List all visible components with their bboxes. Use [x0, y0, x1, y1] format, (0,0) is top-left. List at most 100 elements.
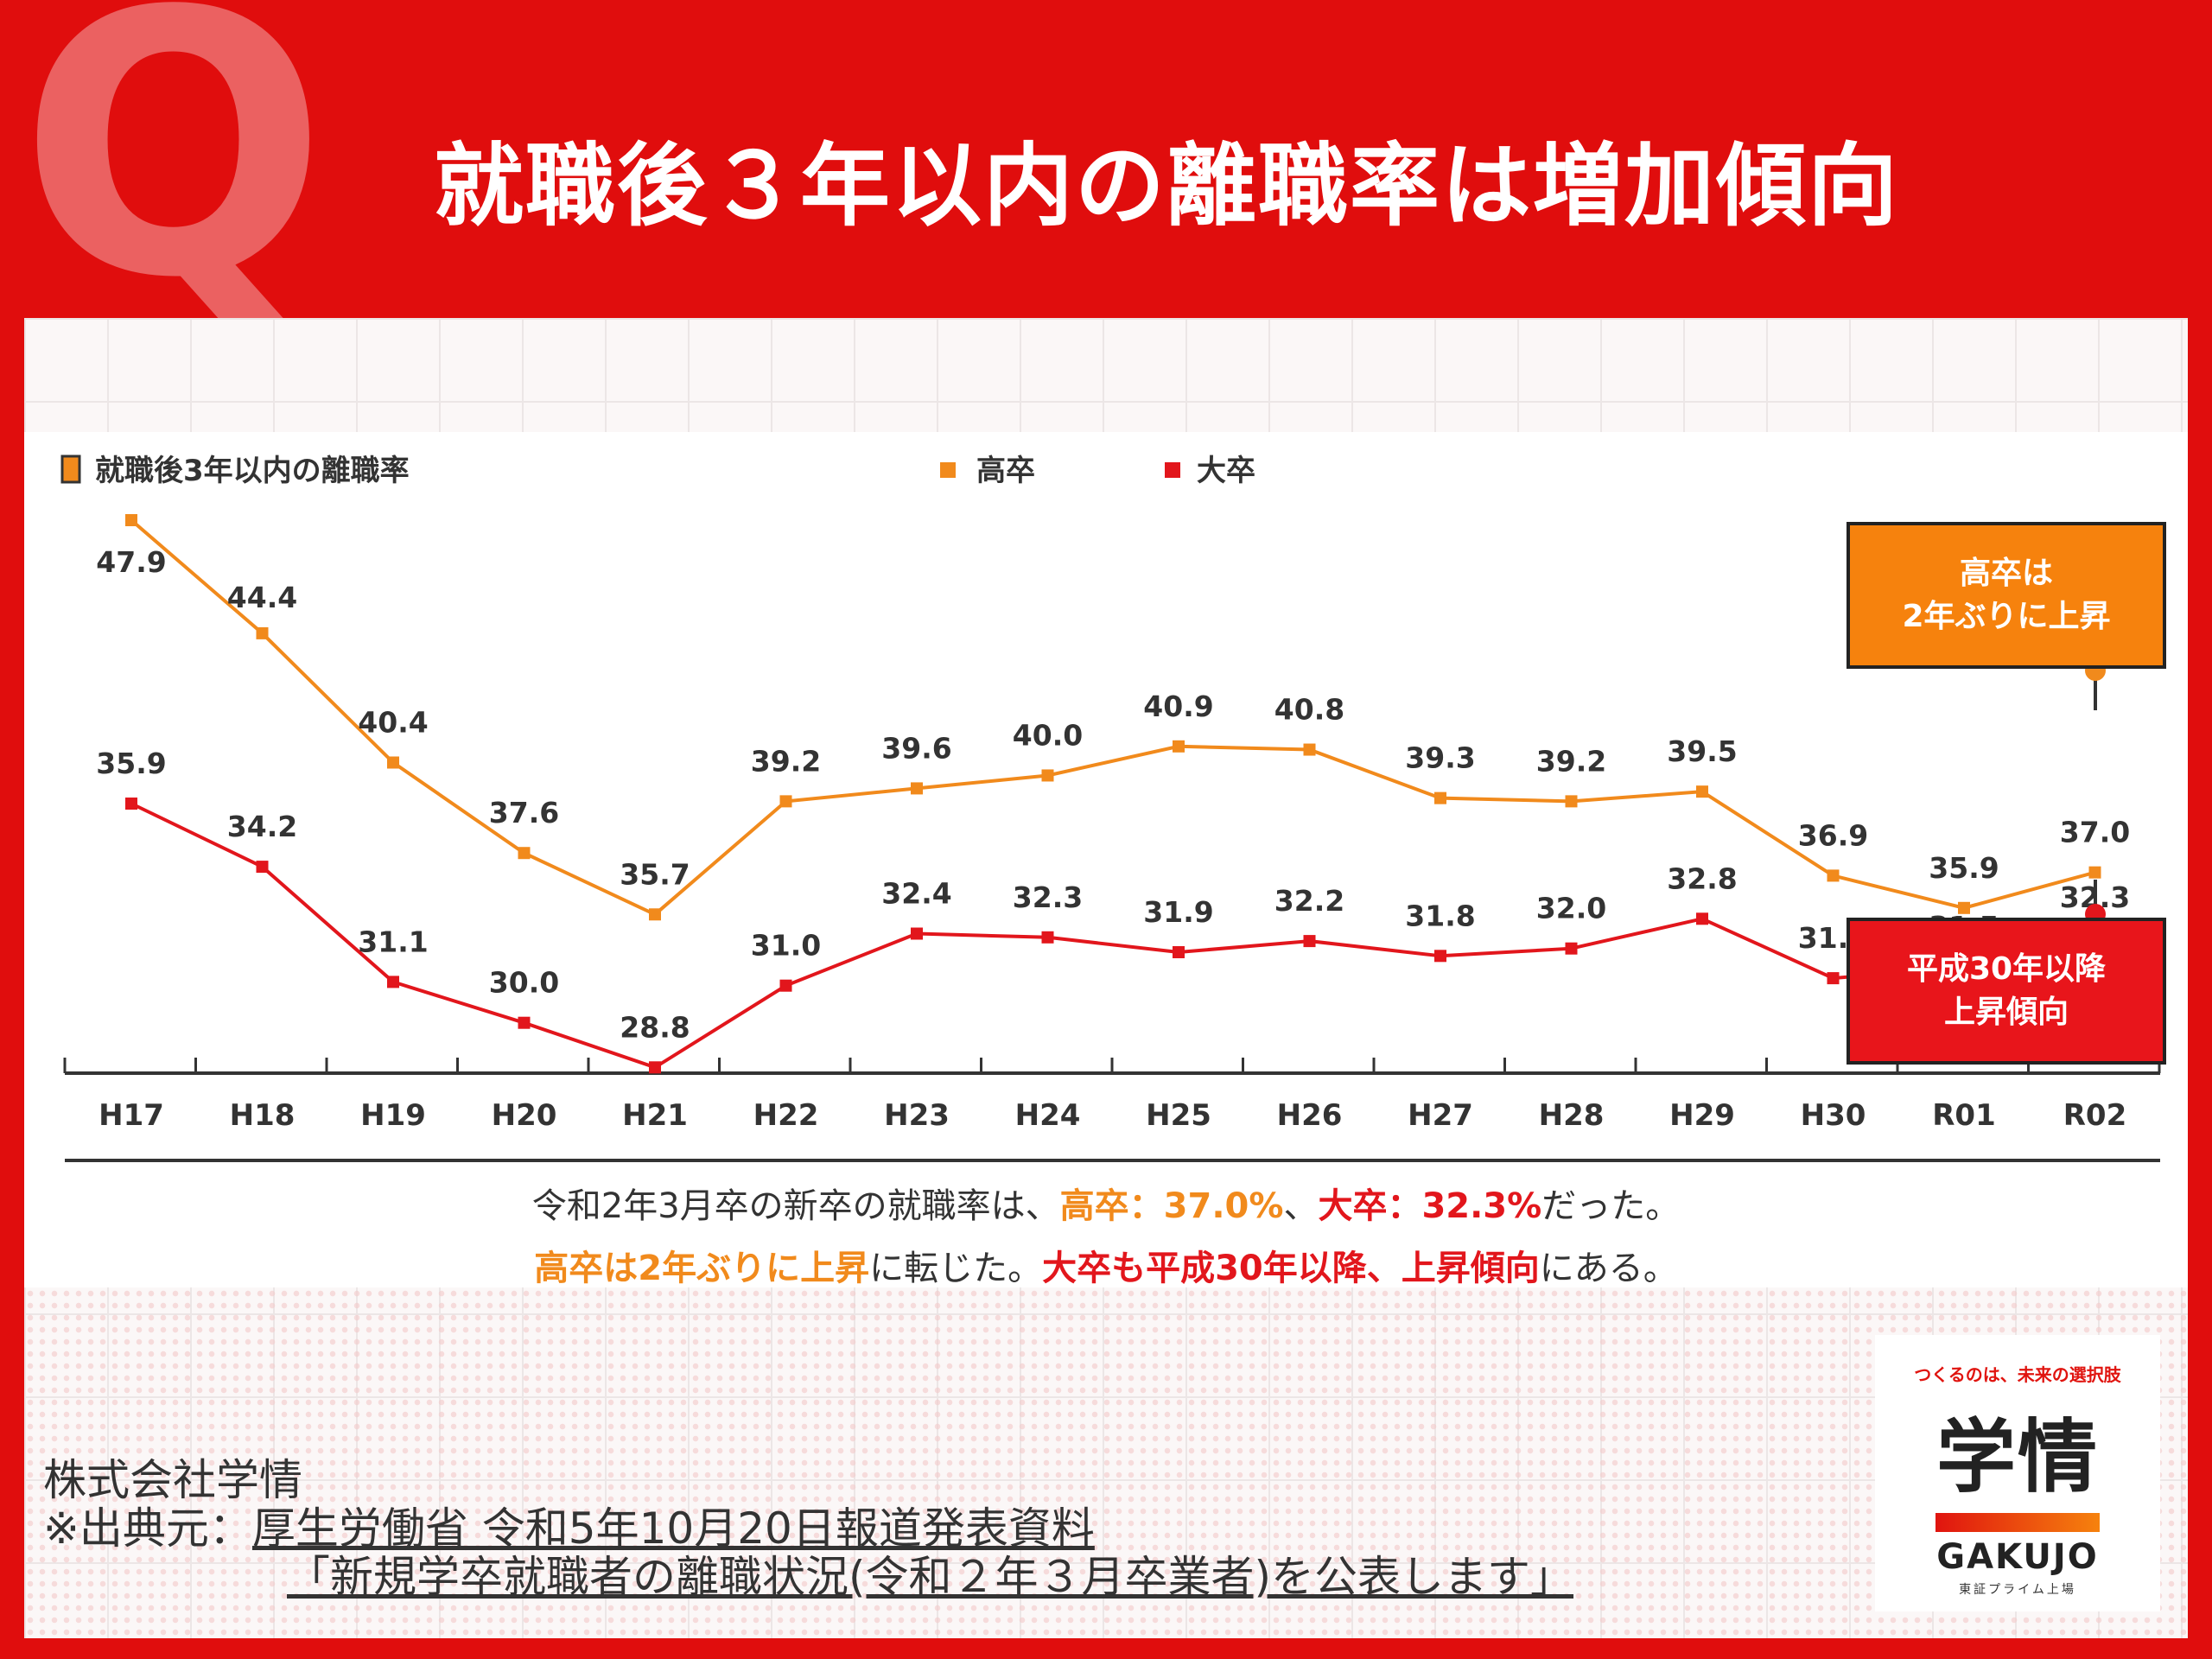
summary-university-rate: 大卒：32.3%	[1318, 1186, 1542, 1226]
x-tick-label: H17	[99, 1098, 164, 1133]
x-tick-label: H26	[1277, 1098, 1343, 1133]
high-school-data-label: 39.6	[881, 731, 951, 765]
x-tick-label: R01	[1932, 1098, 1996, 1133]
university-point	[1565, 942, 1578, 955]
summary-text: 令和2年3月卒の新卒の就職率は、高卒：37.0%、大卒：32.3%だった。 高卒…	[24, 1175, 2188, 1300]
high-school-data-label: 39.5	[1667, 734, 1737, 768]
x-tick-label: H20	[492, 1098, 557, 1133]
x-tick-label: H23	[884, 1098, 950, 1133]
university-point	[1827, 972, 1840, 985]
summary-high-school-trend: 高卒は2年ぶりに上昇	[534, 1249, 870, 1288]
university-data-label: 31.8	[1405, 899, 1475, 932]
high-school-point	[779, 795, 792, 808]
university-point	[125, 798, 137, 810]
gakujo-logo: つくるのは、未来の選択肢 学情 GAKUJO 東証プライム上場	[1875, 1335, 2160, 1611]
summary-text-plain: 令和2年3月卒の新卒の就職率は、	[531, 1186, 1060, 1226]
x-tick-label: H24	[1015, 1098, 1081, 1133]
high-school-data-label: 37.6	[489, 796, 559, 830]
legend-label-high-school: 高卒	[976, 454, 1035, 488]
callout-high-school-line1: 高卒は	[1959, 556, 2053, 591]
high-school-point	[649, 908, 661, 921]
callout-high-school: 高卒は 2年ぶりに上昇	[1847, 522, 2166, 669]
university-point	[911, 927, 923, 940]
legend-label-university: 大卒	[1197, 454, 1255, 488]
x-axis: H17 H18 H19 H20 H21 H22 H23 H24 H25 H26 H27 H28 H29 H…	[63, 1058, 2161, 1162]
university-point	[1434, 950, 1446, 963]
university-point	[387, 976, 399, 988]
high-school-point	[1173, 740, 1185, 753]
series-university: 35.9 34.2 31.1 30.0 28.8 31.0 32.4 32.3 31.9 32.2…	[96, 747, 2130, 1074]
chart-title: 就職後3年以内の離職率	[95, 454, 410, 488]
high-school-point	[2088, 866, 2101, 879]
chart-legend: 就職後3年以内の離職率 高卒 大卒	[60, 454, 1255, 488]
x-tick-label: H29	[1669, 1098, 1735, 1133]
footer-company: 株式会社学情	[43, 1455, 302, 1505]
footer-source: 株式会社学情 ※出典元：厚生労働省 令和5年10月20日報道発表資料 「新規学卒…	[43, 1456, 1573, 1601]
callout-high-school-line2: 2年ぶりに上昇	[1902, 599, 2111, 634]
high-school-point	[1958, 901, 1970, 914]
logo-name-en: GAKUJO	[1936, 1537, 2099, 1577]
summary-text-plain: に転じた。	[869, 1249, 1043, 1288]
callout-university: 平成30年以降 上昇傾向	[1847, 918, 2166, 1065]
summary-text-plain: にある。	[1539, 1249, 1678, 1288]
source-link-press-release[interactable]: 厚生労働省 令和5年10月20日報道発表資料	[251, 1503, 1095, 1554]
footer-source-prefix: ※出典元：	[43, 1503, 252, 1554]
footer-source-line-2: 「新規学卒就職者の離職状況(令和２年３月卒業者)を公表します」	[43, 1553, 1573, 1601]
high-school-point	[387, 756, 399, 769]
university-data-label: 32.2	[1274, 884, 1344, 918]
x-tick-label: H19	[360, 1098, 426, 1133]
high-school-data-label: 40.8	[1274, 693, 1344, 727]
high-school-point	[125, 514, 137, 526]
dot-pattern-decoration	[24, 1287, 2188, 1638]
high-school-data-label: 35.9	[1929, 851, 1999, 885]
university-data-label: 31.9	[1143, 895, 1213, 929]
logo-tagline: つくるのは、未来の選択肢	[1914, 1364, 2121, 1385]
high-school-point	[1303, 743, 1316, 756]
university-point	[1303, 935, 1316, 948]
university-data-label: 32.4	[881, 877, 951, 911]
university-data-label: 31.0	[751, 929, 821, 963]
high-school-point	[911, 782, 923, 795]
high-school-data-label: 39.2	[751, 744, 821, 778]
university-data-label: 30.0	[489, 966, 559, 1000]
university-data-label: 32.3	[1013, 880, 1083, 914]
chart-background	[24, 432, 2188, 1287]
high-school-data-label: 39.3	[1405, 741, 1475, 775]
callout-university-line1: 平成30年以降	[1906, 951, 2107, 987]
logo-name: 学情	[1936, 1411, 2099, 1503]
logo-gradient-bar	[1936, 1513, 2100, 1532]
high-school-point	[518, 847, 531, 860]
university-data-label: 31.1	[358, 925, 428, 958]
high-school-point	[1434, 791, 1446, 804]
high-school-data-label: 40.4	[358, 706, 428, 740]
high-school-point	[256, 626, 269, 639]
footer-source-line: ※出典元：厚生労働省 令和5年10月20日報道発表資料	[43, 1504, 1573, 1553]
x-tick-label: H25	[1146, 1098, 1211, 1133]
university-data-label: 28.8	[620, 1010, 690, 1044]
university-point	[1041, 931, 1054, 944]
summary-text-plain: 、	[1283, 1186, 1319, 1226]
university-data-label: 32.0	[1536, 892, 1606, 925]
summary-line-1: 令和2年3月卒の新卒の就職率は、高卒：37.0%、大卒：32.3%だった。	[24, 1175, 2188, 1237]
high-school-data-label: 44.4	[227, 581, 297, 614]
x-tick-label: H30	[1801, 1098, 1866, 1133]
series-high-school: 47.9 44.4 40.4 37.6 35.7 39.2 39.6 40.0 40.9 40.8…	[96, 514, 2130, 921]
legend-marker-university	[1165, 462, 1180, 478]
summary-line-2: 高卒は2年ぶりに上昇に転じた。大卒も平成30年以降、上昇傾向にある。	[24, 1237, 2188, 1300]
summary-text-plain: だった。	[1541, 1186, 1681, 1226]
source-link-report-title[interactable]: 「新規学卒就職者の離職状況(令和２年３月卒業者)を公表します」	[287, 1552, 1574, 1602]
high-school-data-label: 39.2	[1536, 744, 1606, 778]
callout-university-line2: 上昇傾向	[1943, 995, 2069, 1030]
high-school-data-label: 35.7	[620, 857, 690, 891]
x-tick-label: H21	[622, 1098, 688, 1133]
high-school-point	[1696, 785, 1708, 798]
x-tick-label: R02	[2063, 1098, 2127, 1133]
high-school-line	[130, 518, 2096, 917]
university-data-label: 35.9	[96, 747, 166, 780]
high-school-point	[1565, 795, 1578, 808]
high-school-data-label: 37.0	[2060, 816, 2130, 849]
logo-subline: 東証プライム上場	[1959, 1583, 2076, 1597]
university-data-label: 34.2	[227, 810, 297, 843]
university-data-label: 32.8	[1667, 861, 1737, 895]
high-school-data-label: 47.9	[96, 545, 166, 579]
